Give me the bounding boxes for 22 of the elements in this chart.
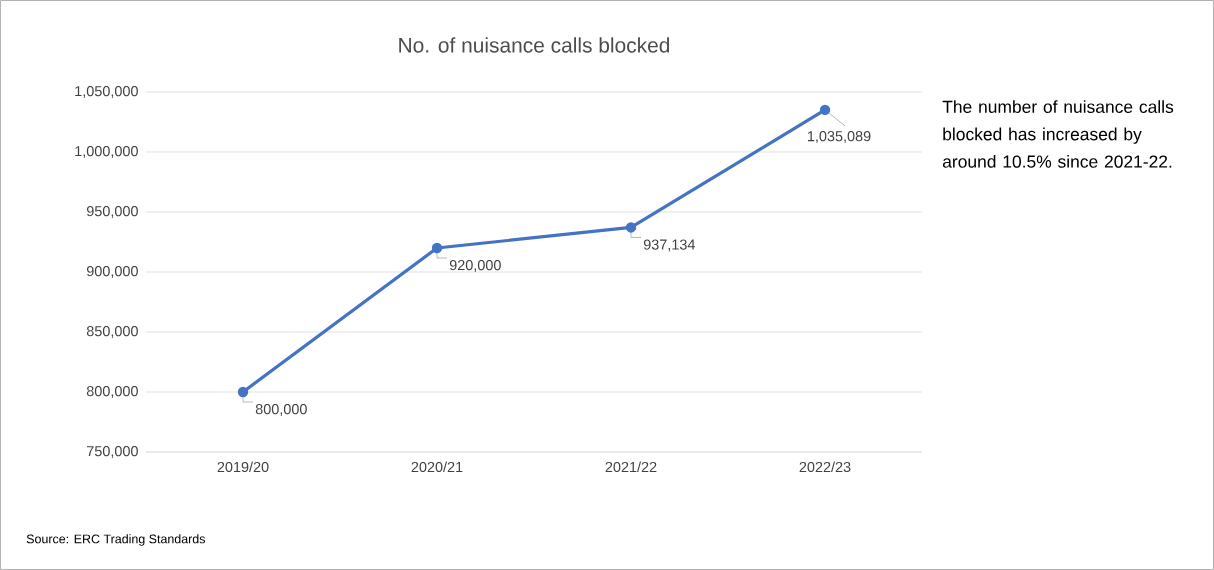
- y-tick-label: 900,000: [86, 266, 138, 278]
- x-tick-label: 2022/23: [799, 461, 851, 473]
- chart-title: No. of nuisance calls blocked: [399, 37, 670, 53]
- data-label: 920,000: [449, 260, 501, 272]
- y-tick-label: 1,000,000: [75, 146, 138, 158]
- point: [625, 222, 637, 233]
- data-label: 937,134: [643, 239, 695, 252]
- x-tick-label: 2019/20: [217, 461, 269, 473]
- point: [237, 386, 249, 398]
- point: [431, 242, 443, 254]
- y-tick-label: 950,000: [86, 206, 138, 218]
- point: [819, 104, 831, 116]
- x-tick-label: 2021/22: [605, 461, 657, 473]
- y-tick-label: 1,050,000: [75, 86, 138, 98]
- data-label: 1,035,089: [807, 131, 871, 144]
- y-tick-label: 850,000: [86, 326, 138, 338]
- x-tick-label: 2020/21: [411, 461, 463, 473]
- data-label: 800,000: [255, 404, 307, 416]
- source-note: Source: ERC Trading Standards: [26, 534, 205, 546]
- y-tick-label: 750,000: [87, 446, 138, 458]
- y-tick-label: 800,000: [86, 386, 138, 398]
- text: The number of nuisance calls blocked has increased by around 10.5% since 2021-22.: [942, 100, 1174, 168]
